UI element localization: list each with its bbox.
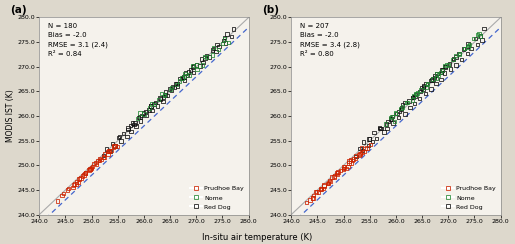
- Point: [129, 121, 137, 125]
- Point: [342, 167, 350, 171]
- Point: [75, 177, 83, 181]
- Point: [86, 167, 94, 171]
- Point: [210, 46, 218, 50]
- Point: [457, 58, 466, 61]
- Point: [138, 113, 146, 117]
- Point: [427, 79, 435, 83]
- Point: [452, 63, 460, 67]
- Point: [161, 90, 169, 93]
- Point: [174, 84, 182, 88]
- Point: [73, 182, 81, 186]
- Point: [391, 111, 400, 115]
- Point: [142, 109, 150, 113]
- Point: [427, 87, 435, 91]
- Y-axis label: MODIS IST (K): MODIS IST (K): [6, 90, 14, 142]
- Point: [356, 152, 364, 156]
- Point: [447, 67, 455, 71]
- Point: [344, 165, 352, 169]
- Point: [97, 157, 105, 161]
- Point: [428, 78, 436, 82]
- Point: [96, 157, 104, 161]
- Point: [391, 112, 400, 116]
- Point: [460, 46, 469, 50]
- Point: [136, 115, 144, 119]
- Text: N = 207
Bias = -2.0
RMSE = 3.4 (2.8)
R² = 0.80: N = 207 Bias = -2.0 RMSE = 3.4 (2.8) R² …: [300, 23, 359, 57]
- Point: [88, 166, 96, 170]
- Point: [178, 76, 186, 80]
- Point: [384, 120, 392, 123]
- Point: [124, 126, 132, 130]
- Point: [176, 76, 184, 80]
- Point: [166, 87, 175, 91]
- Point: [302, 201, 311, 204]
- Point: [469, 37, 477, 41]
- Point: [460, 47, 469, 51]
- Point: [423, 82, 432, 86]
- Point: [168, 84, 176, 88]
- Point: [317, 187, 325, 191]
- Point: [114, 135, 123, 139]
- Point: [147, 104, 155, 108]
- Point: [140, 112, 148, 116]
- Point: [324, 182, 333, 186]
- Point: [111, 143, 119, 147]
- Point: [404, 101, 412, 105]
- Point: [196, 64, 204, 68]
- Point: [455, 51, 464, 55]
- Point: [433, 72, 441, 76]
- Point: [460, 47, 469, 51]
- Point: [358, 151, 366, 154]
- Point: [132, 124, 140, 128]
- Point: [450, 58, 458, 61]
- Point: [372, 136, 381, 140]
- Point: [376, 126, 385, 130]
- Point: [230, 27, 238, 31]
- Point: [193, 63, 201, 67]
- Point: [181, 71, 190, 75]
- Point: [78, 174, 87, 178]
- Point: [324, 180, 333, 184]
- Point: [370, 130, 378, 134]
- Point: [388, 114, 396, 118]
- Point: [380, 130, 388, 134]
- Point: [159, 99, 167, 103]
- Point: [466, 42, 474, 46]
- Point: [140, 111, 148, 115]
- Point: [352, 154, 360, 158]
- Point: [383, 127, 391, 131]
- Point: [320, 184, 328, 188]
- Point: [150, 102, 158, 106]
- Point: [89, 164, 97, 168]
- Point: [445, 62, 454, 66]
- Point: [223, 32, 231, 36]
- Point: [142, 113, 150, 117]
- Point: [431, 74, 439, 78]
- Point: [459, 47, 468, 51]
- Point: [412, 91, 420, 95]
- Point: [412, 92, 420, 96]
- Point: [387, 117, 396, 121]
- Point: [416, 90, 424, 94]
- Point: [99, 153, 108, 157]
- Point: [126, 123, 134, 127]
- Point: [69, 183, 77, 187]
- Point: [115, 135, 124, 139]
- Point: [133, 116, 142, 120]
- Point: [193, 68, 201, 71]
- Point: [441, 64, 449, 68]
- Point: [110, 144, 118, 148]
- Point: [417, 88, 425, 92]
- Point: [156, 96, 164, 100]
- Point: [150, 102, 158, 106]
- Point: [389, 114, 397, 118]
- Point: [408, 96, 417, 100]
- Point: [134, 116, 143, 120]
- Point: [450, 56, 458, 60]
- Point: [182, 71, 190, 75]
- Point: [102, 147, 111, 151]
- Point: [197, 57, 205, 61]
- Point: [480, 27, 488, 31]
- Point: [364, 143, 372, 147]
- Point: [345, 159, 353, 163]
- Point: [389, 121, 397, 125]
